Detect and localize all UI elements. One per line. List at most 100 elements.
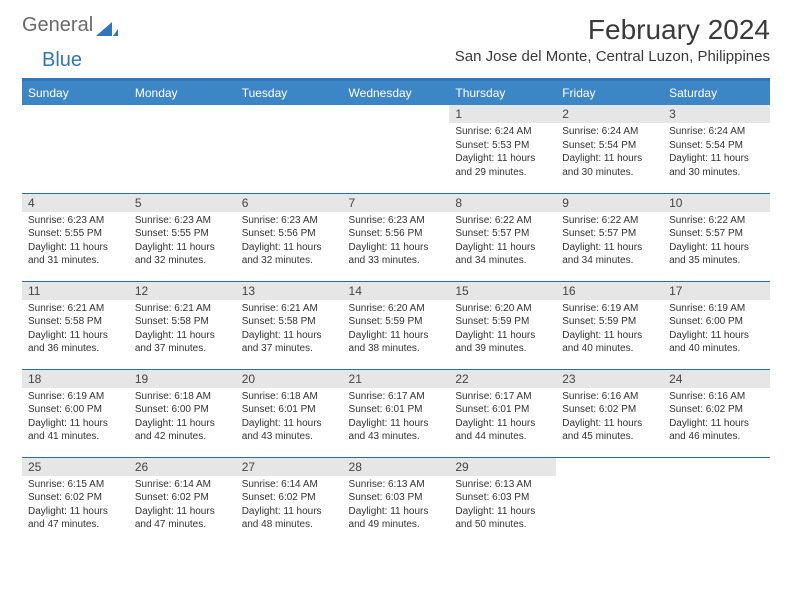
calendar-day-cell: 19Sunrise: 6:18 AMSunset: 6:00 PMDayligh…	[129, 369, 236, 457]
brand-triangle-icon	[96, 20, 118, 36]
day-data: Sunrise: 6:23 AMSunset: 5:55 PMDaylight:…	[22, 212, 129, 272]
calendar-day-cell: 26Sunrise: 6:14 AMSunset: 6:02 PMDayligh…	[129, 457, 236, 545]
day-number: 7	[343, 194, 450, 212]
day-data: Sunrise: 6:23 AMSunset: 5:56 PMDaylight:…	[236, 212, 343, 272]
day-data: Sunrise: 6:23 AMSunset: 5:56 PMDaylight:…	[343, 212, 450, 272]
day-number: 19	[129, 370, 236, 388]
location-text: San Jose del Monte, Central Luzon, Phili…	[455, 48, 770, 65]
day-data: Sunrise: 6:15 AMSunset: 6:02 PMDaylight:…	[22, 476, 129, 536]
day-data: Sunrise: 6:21 AMSunset: 5:58 PMDaylight:…	[129, 300, 236, 360]
day-data: Sunrise: 6:13 AMSunset: 6:03 PMDaylight:…	[449, 476, 556, 536]
calendar-day-cell: 21Sunrise: 6:17 AMSunset: 6:01 PMDayligh…	[343, 369, 450, 457]
day-number: 10	[663, 194, 770, 212]
day-number: 23	[556, 370, 663, 388]
calendar-week-row: 18Sunrise: 6:19 AMSunset: 6:00 PMDayligh…	[22, 369, 770, 457]
calendar-week-row: 1Sunrise: 6:24 AMSunset: 5:53 PMDaylight…	[22, 105, 770, 193]
day-number: 12	[129, 282, 236, 300]
day-data: Sunrise: 6:19 AMSunset: 6:00 PMDaylight:…	[663, 300, 770, 360]
day-number: 29	[449, 458, 556, 476]
day-data: Sunrise: 6:17 AMSunset: 6:01 PMDaylight:…	[449, 388, 556, 448]
weekday-header-row: SundayMondayTuesdayWednesdayThursdayFrid…	[22, 81, 770, 105]
calendar-day-cell: 24Sunrise: 6:16 AMSunset: 6:02 PMDayligh…	[663, 369, 770, 457]
day-data: Sunrise: 6:19 AMSunset: 6:00 PMDaylight:…	[22, 388, 129, 448]
calendar-day-cell: 18Sunrise: 6:19 AMSunset: 6:00 PMDayligh…	[22, 369, 129, 457]
day-data: Sunrise: 6:18 AMSunset: 6:01 PMDaylight:…	[236, 388, 343, 448]
calendar-day-cell: 27Sunrise: 6:14 AMSunset: 6:02 PMDayligh…	[236, 457, 343, 545]
calendar-day-cell: 17Sunrise: 6:19 AMSunset: 6:00 PMDayligh…	[663, 281, 770, 369]
calendar-week-row: 4Sunrise: 6:23 AMSunset: 5:55 PMDaylight…	[22, 193, 770, 281]
calendar-week-row: 11Sunrise: 6:21 AMSunset: 5:58 PMDayligh…	[22, 281, 770, 369]
calendar-day-cell: 7Sunrise: 6:23 AMSunset: 5:56 PMDaylight…	[343, 193, 450, 281]
day-data: Sunrise: 6:16 AMSunset: 6:02 PMDaylight:…	[556, 388, 663, 448]
calendar-day-cell: 13Sunrise: 6:21 AMSunset: 5:58 PMDayligh…	[236, 281, 343, 369]
calendar-day-cell	[236, 105, 343, 193]
calendar-day-cell: 8Sunrise: 6:22 AMSunset: 5:57 PMDaylight…	[449, 193, 556, 281]
day-data: Sunrise: 6:24 AMSunset: 5:54 PMDaylight:…	[663, 123, 770, 183]
calendar-day-cell: 14Sunrise: 6:20 AMSunset: 5:59 PMDayligh…	[343, 281, 450, 369]
day-data: Sunrise: 6:22 AMSunset: 5:57 PMDaylight:…	[663, 212, 770, 272]
day-data: Sunrise: 6:21 AMSunset: 5:58 PMDaylight:…	[236, 300, 343, 360]
calendar-day-cell	[343, 105, 450, 193]
calendar-day-cell: 4Sunrise: 6:23 AMSunset: 5:55 PMDaylight…	[22, 193, 129, 281]
calendar-day-cell: 22Sunrise: 6:17 AMSunset: 6:01 PMDayligh…	[449, 369, 556, 457]
day-data: Sunrise: 6:14 AMSunset: 6:02 PMDaylight:…	[236, 476, 343, 536]
calendar-day-cell: 16Sunrise: 6:19 AMSunset: 5:59 PMDayligh…	[556, 281, 663, 369]
day-number: 14	[343, 282, 450, 300]
calendar-week-row: 25Sunrise: 6:15 AMSunset: 6:02 PMDayligh…	[22, 457, 770, 545]
day-number: 24	[663, 370, 770, 388]
day-number: 6	[236, 194, 343, 212]
day-number: 28	[343, 458, 450, 476]
day-number: 22	[449, 370, 556, 388]
weekday-header: Friday	[556, 81, 663, 105]
day-number: 4	[22, 194, 129, 212]
day-data: Sunrise: 6:21 AMSunset: 5:58 PMDaylight:…	[22, 300, 129, 360]
day-data: Sunrise: 6:24 AMSunset: 5:53 PMDaylight:…	[449, 123, 556, 183]
day-number: 27	[236, 458, 343, 476]
brand-word-1: General	[22, 14, 93, 37]
day-number: 2	[556, 105, 663, 123]
weekday-header: Sunday	[22, 81, 129, 105]
day-number: 18	[22, 370, 129, 388]
calendar-day-cell: 12Sunrise: 6:21 AMSunset: 5:58 PMDayligh…	[129, 281, 236, 369]
calendar-day-cell	[129, 105, 236, 193]
calendar-day-cell: 25Sunrise: 6:15 AMSunset: 6:02 PMDayligh…	[22, 457, 129, 545]
day-data: Sunrise: 6:23 AMSunset: 5:55 PMDaylight:…	[129, 212, 236, 272]
day-number: 13	[236, 282, 343, 300]
day-data: Sunrise: 6:16 AMSunset: 6:02 PMDaylight:…	[663, 388, 770, 448]
calendar-day-cell: 10Sunrise: 6:22 AMSunset: 5:57 PMDayligh…	[663, 193, 770, 281]
day-number: 21	[343, 370, 450, 388]
day-data: Sunrise: 6:17 AMSunset: 6:01 PMDaylight:…	[343, 388, 450, 448]
day-number: 5	[129, 194, 236, 212]
day-data: Sunrise: 6:14 AMSunset: 6:02 PMDaylight:…	[129, 476, 236, 536]
day-data: Sunrise: 6:20 AMSunset: 5:59 PMDaylight:…	[449, 300, 556, 360]
month-title: February 2024	[455, 14, 770, 46]
calendar-day-cell: 15Sunrise: 6:20 AMSunset: 5:59 PMDayligh…	[449, 281, 556, 369]
day-number: 3	[663, 105, 770, 123]
day-number: 17	[663, 282, 770, 300]
day-data: Sunrise: 6:13 AMSunset: 6:03 PMDaylight:…	[343, 476, 450, 536]
calendar-day-cell: 2Sunrise: 6:24 AMSunset: 5:54 PMDaylight…	[556, 105, 663, 193]
calendar-day-cell: 3Sunrise: 6:24 AMSunset: 5:54 PMDaylight…	[663, 105, 770, 193]
calendar-day-cell: 9Sunrise: 6:22 AMSunset: 5:57 PMDaylight…	[556, 193, 663, 281]
calendar-day-cell: 1Sunrise: 6:24 AMSunset: 5:53 PMDaylight…	[449, 105, 556, 193]
calendar-table: SundayMondayTuesdayWednesdayThursdayFrid…	[22, 81, 770, 545]
day-data: Sunrise: 6:22 AMSunset: 5:57 PMDaylight:…	[556, 212, 663, 272]
day-data: Sunrise: 6:22 AMSunset: 5:57 PMDaylight:…	[449, 212, 556, 272]
title-block: February 2024 San Jose del Monte, Centra…	[455, 14, 770, 65]
brand-word-2: Blue	[42, 49, 82, 71]
calendar-day-cell: 6Sunrise: 6:23 AMSunset: 5:56 PMDaylight…	[236, 193, 343, 281]
day-data: Sunrise: 6:24 AMSunset: 5:54 PMDaylight:…	[556, 123, 663, 183]
calendar-day-cell: 20Sunrise: 6:18 AMSunset: 6:01 PMDayligh…	[236, 369, 343, 457]
day-number: 15	[449, 282, 556, 300]
calendar-day-cell: 23Sunrise: 6:16 AMSunset: 6:02 PMDayligh…	[556, 369, 663, 457]
calendar-day-cell: 5Sunrise: 6:23 AMSunset: 5:55 PMDaylight…	[129, 193, 236, 281]
weekday-header: Thursday	[449, 81, 556, 105]
calendar-day-cell	[22, 105, 129, 193]
calendar-page: General February 2024 San Jose del Monte…	[0, 0, 792, 555]
day-data: Sunrise: 6:18 AMSunset: 6:00 PMDaylight:…	[129, 388, 236, 448]
day-data: Sunrise: 6:20 AMSunset: 5:59 PMDaylight:…	[343, 300, 450, 360]
day-number: 8	[449, 194, 556, 212]
weekday-header: Monday	[129, 81, 236, 105]
day-number: 26	[129, 458, 236, 476]
weekday-header: Wednesday	[343, 81, 450, 105]
